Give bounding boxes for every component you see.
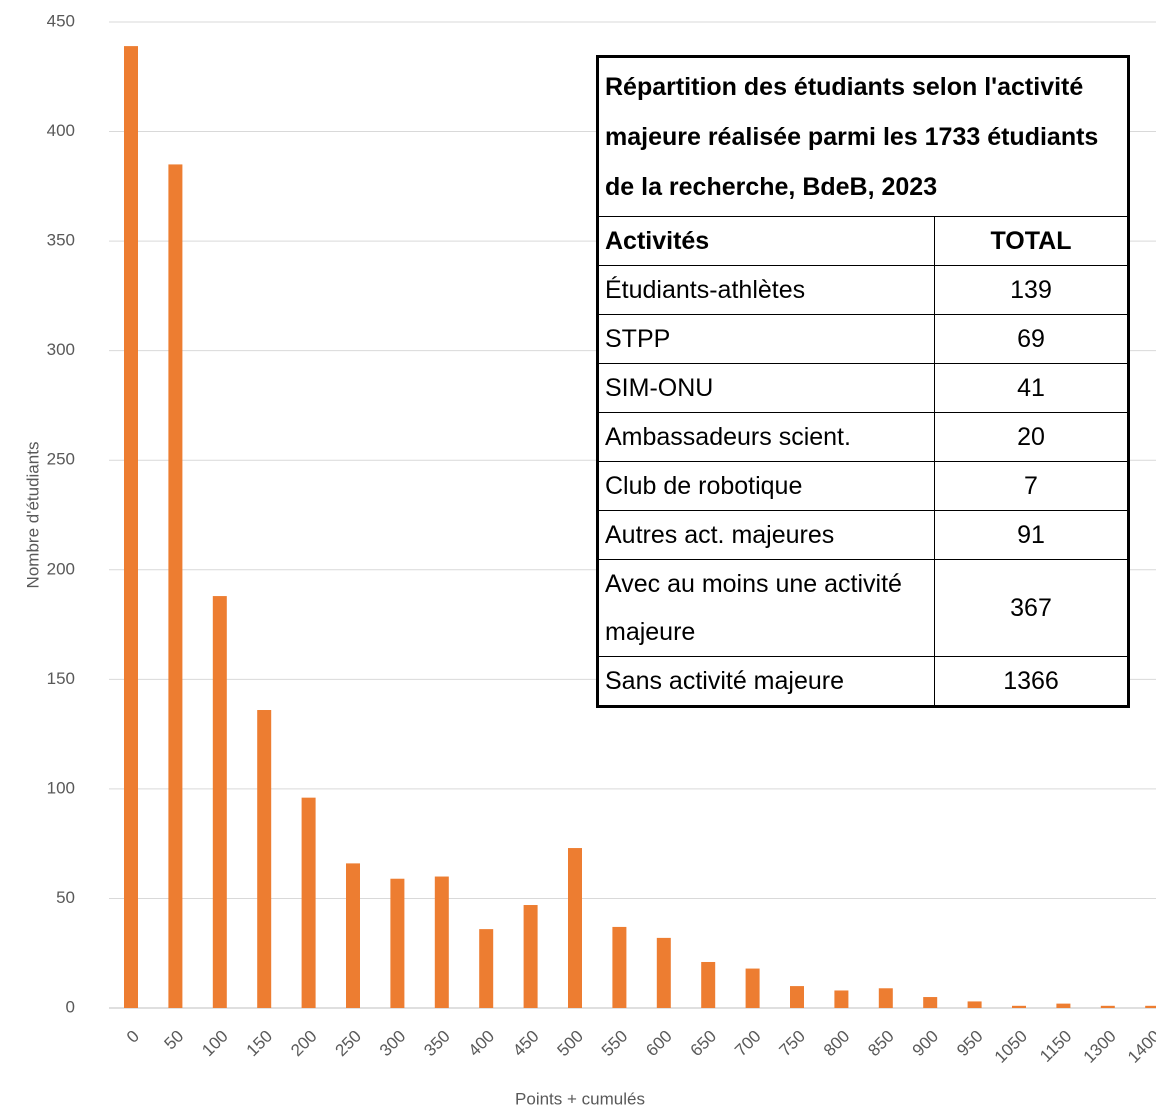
bar bbox=[1100, 1005, 1115, 1008]
y-tick-label: 50 bbox=[56, 888, 75, 907]
table-value: 41 bbox=[934, 363, 1129, 413]
y-tick-label: 0 bbox=[66, 997, 75, 1016]
table-label: Autres act. majeures bbox=[597, 510, 935, 560]
y-tick-label: 350 bbox=[47, 231, 75, 250]
x-tick-label: 450 bbox=[509, 1027, 542, 1060]
bar bbox=[301, 797, 316, 1008]
table-value: 7 bbox=[934, 461, 1129, 511]
table-label: Club de robotique bbox=[597, 461, 935, 511]
table-title: Répartition des étudiants selon l'activi… bbox=[597, 56, 1129, 217]
table-label: Sans activité majeure bbox=[597, 656, 935, 707]
y-tick-label: 250 bbox=[47, 450, 75, 469]
bar bbox=[790, 986, 804, 1008]
bar bbox=[878, 988, 893, 1008]
x-tick-label: 50 bbox=[161, 1027, 188, 1054]
bar bbox=[346, 863, 360, 1008]
y-tick-label: 150 bbox=[47, 669, 75, 688]
table-label: SIM-ONU bbox=[597, 363, 935, 413]
table-header: TOTAL bbox=[934, 216, 1129, 266]
table-row: Avec au moins une activité majeure 367 bbox=[597, 559, 1129, 657]
x-tick-label: 150 bbox=[243, 1027, 276, 1060]
table-value: 139 bbox=[934, 265, 1129, 315]
table-row: STPP 69 bbox=[597, 314, 1129, 364]
y-tick-label: 300 bbox=[47, 340, 75, 359]
table-row: SIM-ONU 41 bbox=[597, 363, 1129, 413]
table-header: Activités bbox=[597, 216, 935, 266]
bar bbox=[434, 876, 449, 1008]
x-tick-label: 350 bbox=[420, 1027, 453, 1060]
x-tick-label: 1400 bbox=[1124, 1027, 1156, 1067]
table-value: 69 bbox=[934, 314, 1129, 364]
x-tick-label: 1150 bbox=[1036, 1027, 1075, 1066]
table-value: 367 bbox=[934, 559, 1129, 657]
x-tick-label: 500 bbox=[554, 1027, 587, 1060]
y-axis-title: Nombre d'étudiants bbox=[23, 442, 42, 589]
x-tick-label: 600 bbox=[642, 1027, 675, 1060]
y-tick-label: 200 bbox=[47, 559, 75, 578]
table-label: Avec au moins une activité majeure bbox=[597, 559, 935, 657]
table-value: 1366 bbox=[934, 656, 1129, 707]
x-tick-label: 950 bbox=[953, 1027, 986, 1060]
table-row: Étudiants-athlètes 139 bbox=[597, 265, 1129, 315]
x-tick-label: 250 bbox=[332, 1027, 365, 1060]
bar bbox=[479, 929, 494, 1008]
x-tick-label: 550 bbox=[598, 1027, 631, 1060]
y-tick-label: 450 bbox=[47, 11, 75, 30]
bar bbox=[834, 990, 849, 1008]
x-tick-label: 200 bbox=[287, 1027, 320, 1060]
bar bbox=[568, 848, 582, 1008]
table: Répartition des étudiants selon l'activi… bbox=[596, 55, 1130, 708]
table-label: Étudiants-athlètes bbox=[597, 265, 935, 315]
table-row: Ambassadeurs scient. 20 bbox=[597, 412, 1129, 462]
x-tick-label: 1050 bbox=[991, 1027, 1031, 1067]
x-tick-label: 800 bbox=[820, 1027, 853, 1060]
table-row: Autres act. majeures 91 bbox=[597, 510, 1129, 560]
x-axis-title: Points + cumulés bbox=[515, 1089, 645, 1108]
bar bbox=[212, 596, 227, 1008]
bar bbox=[168, 164, 183, 1008]
x-tick-label: 700 bbox=[731, 1027, 764, 1060]
x-tick-label: 750 bbox=[776, 1027, 809, 1060]
table-label: Ambassadeurs scient. bbox=[597, 412, 935, 462]
bar bbox=[1145, 1005, 1156, 1008]
y-tick-label: 100 bbox=[47, 778, 75, 797]
bar bbox=[656, 937, 671, 1008]
bar bbox=[745, 968, 760, 1008]
bar bbox=[1056, 1003, 1071, 1008]
x-tick-label: 850 bbox=[864, 1027, 897, 1060]
x-tick-label: 1300 bbox=[1080, 1027, 1120, 1067]
x-tick-label: 300 bbox=[376, 1027, 409, 1060]
bar bbox=[923, 997, 938, 1008]
table-row: Sans activité majeure 1366 bbox=[597, 656, 1129, 707]
x-tick-label: 100 bbox=[198, 1027, 231, 1060]
x-tick-label: 650 bbox=[687, 1027, 720, 1060]
table-row: Club de robotique 7 bbox=[597, 461, 1129, 511]
x-tick-label: 0 bbox=[123, 1027, 143, 1047]
bar bbox=[390, 878, 405, 1008]
bar bbox=[124, 46, 138, 1008]
table-value: 20 bbox=[934, 412, 1129, 462]
bar bbox=[523, 905, 538, 1008]
bar bbox=[967, 1001, 982, 1008]
bar bbox=[612, 926, 627, 1008]
x-tick-label: 900 bbox=[909, 1027, 942, 1060]
y-tick-label: 400 bbox=[47, 121, 75, 140]
x-tick-label: 400 bbox=[465, 1027, 498, 1060]
bar bbox=[1012, 1005, 1026, 1008]
table-value: 91 bbox=[934, 510, 1129, 560]
bar bbox=[701, 961, 716, 1008]
bar bbox=[257, 710, 272, 1008]
table-label: STPP bbox=[597, 314, 935, 364]
